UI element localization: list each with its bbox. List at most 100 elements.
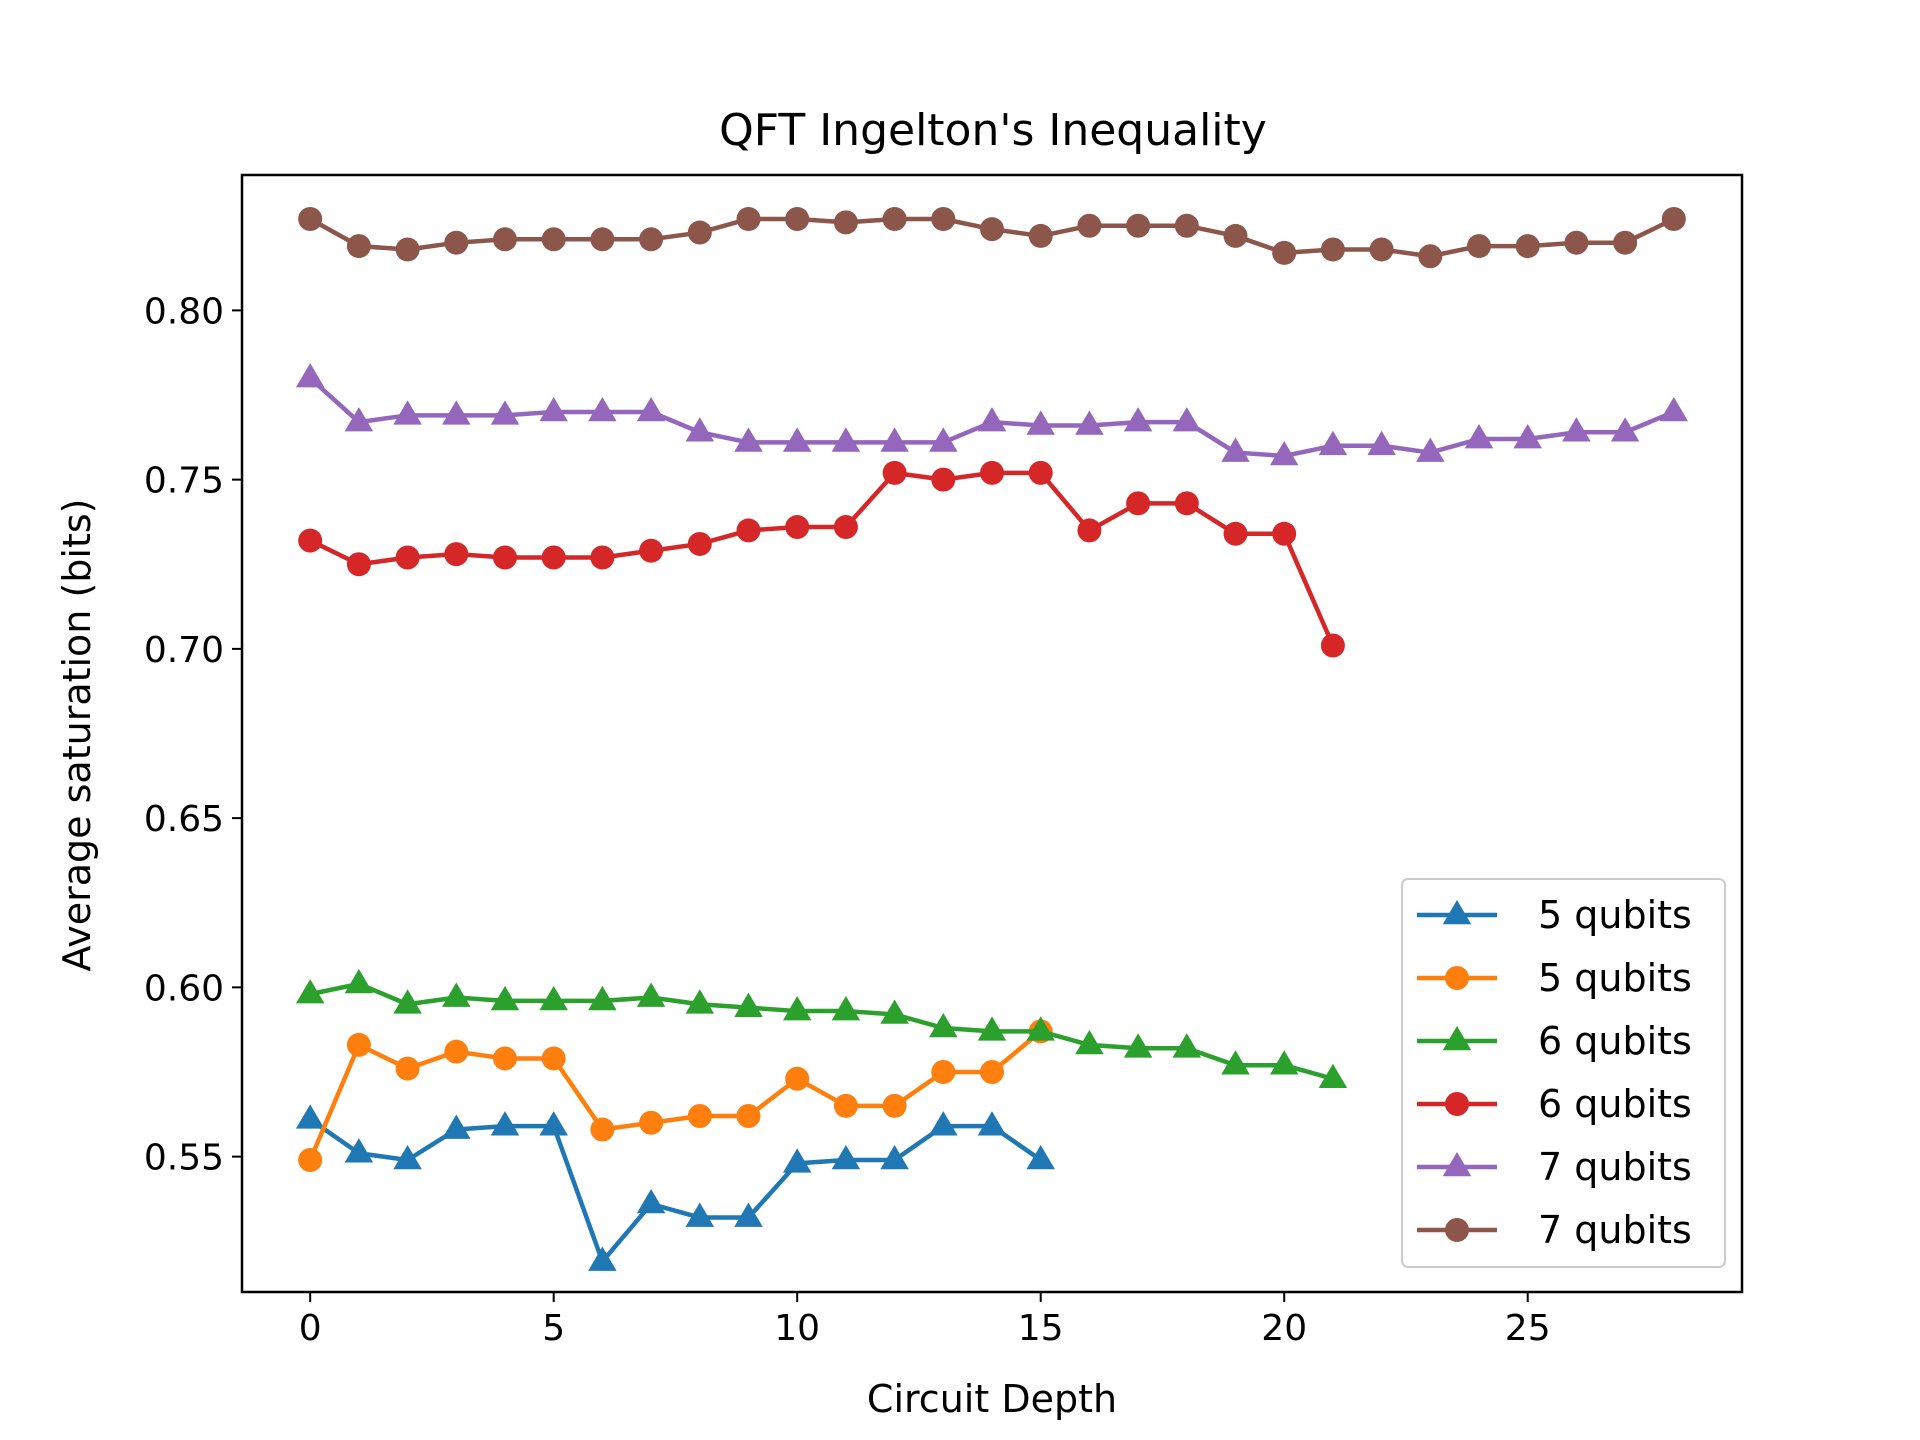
data-point [1272, 521, 1297, 546]
legend-label: 6 qubits [1538, 1082, 1692, 1126]
data-point [977, 1111, 1007, 1136]
data-point [1464, 424, 1494, 449]
data-point [687, 531, 712, 556]
plot-area [295, 207, 1689, 1271]
data-point [1223, 223, 1248, 248]
data-point [539, 1111, 568, 1136]
data-point [444, 1039, 469, 1064]
data-point [1123, 407, 1153, 432]
data-point [882, 207, 907, 232]
x-axis-label: Circuit Depth [867, 1377, 1117, 1421]
data-point [831, 996, 861, 1021]
data-point [1659, 396, 1689, 422]
data-point [882, 1093, 907, 1118]
y-axis: 0.55 0.60 0.65 0.70 0.75 0.80 [144, 291, 242, 1179]
series-5 [295, 363, 1689, 466]
data-point [1320, 237, 1345, 262]
data-point [1320, 633, 1345, 658]
data-point [1077, 213, 1102, 238]
data-point [785, 1066, 810, 1091]
data-point [344, 968, 374, 994]
data-point [1028, 460, 1053, 485]
data-point [395, 545, 420, 570]
data-point [785, 515, 810, 540]
legend-label: 7 qubits [1538, 1208, 1692, 1252]
y-tick-label: 0.75 [144, 461, 224, 502]
data-point [1269, 440, 1299, 466]
legend-marker [1445, 966, 1469, 990]
data-point [1221, 437, 1250, 462]
legend: 5 qubits 5 qubits 6 qubits 6 qubits 7 qubits… [1401, 878, 1726, 1268]
data-point [1123, 1033, 1153, 1058]
data-point [636, 982, 666, 1007]
x-axis: 0 5 10 15 20 25 [299, 1292, 1551, 1349]
x-tick-label: 5 [542, 1308, 565, 1349]
data-point [734, 992, 763, 1017]
data-point [639, 538, 664, 563]
data-point [1028, 223, 1053, 248]
data-point [393, 989, 422, 1014]
legend-entry: 6 qubits [1417, 1082, 1692, 1126]
data-point [980, 1059, 1004, 1084]
legend-label: 6 qubits [1538, 1019, 1692, 1063]
data-point [492, 1046, 517, 1071]
data-point [490, 1111, 520, 1136]
data-point [588, 396, 617, 422]
x-tick-label: 10 [774, 1308, 820, 1349]
data-point [442, 400, 471, 425]
data-point [736, 518, 761, 543]
data-point [1416, 437, 1445, 462]
data-point [782, 427, 812, 452]
legend-marker [1445, 1218, 1469, 1242]
data-point [833, 515, 858, 540]
data-point [880, 427, 909, 452]
data-point [1075, 410, 1104, 435]
data-point [539, 396, 568, 422]
data-point [1318, 430, 1348, 456]
data-point [736, 207, 761, 232]
data-point [444, 542, 469, 567]
data-point [298, 207, 323, 232]
data-point [541, 1046, 566, 1071]
data-point [346, 552, 371, 577]
x-tick-label: 15 [1018, 1308, 1064, 1349]
series-line [309, 981, 1334, 1081]
data-point [393, 400, 422, 425]
data-point [1467, 234, 1492, 259]
x-tick-label: 0 [299, 1308, 322, 1349]
legend-marker [1445, 1092, 1469, 1116]
series-4 [298, 460, 1345, 658]
data-point [687, 1103, 712, 1128]
data-point [1418, 244, 1443, 269]
data-point [590, 227, 615, 252]
data-point [1564, 230, 1589, 255]
data-point [1513, 424, 1542, 449]
data-point [442, 1114, 471, 1139]
y-tick-label: 0.70 [144, 630, 224, 671]
data-point [636, 396, 666, 422]
data-point [295, 363, 325, 388]
data-point [736, 1103, 761, 1128]
legend-entry: 5 qubits [1417, 893, 1692, 937]
data-point [977, 1016, 1007, 1041]
data-point [929, 427, 958, 452]
data-point [734, 427, 763, 452]
data-point [541, 545, 566, 570]
data-point [685, 989, 715, 1014]
data-point [490, 985, 520, 1011]
data-point [1077, 518, 1102, 543]
data-point [931, 1059, 956, 1084]
legend-label: 5 qubits [1538, 893, 1692, 937]
data-point [931, 467, 956, 492]
data-point [980, 217, 1004, 242]
x-tick-label: 25 [1505, 1308, 1551, 1349]
data-point [782, 996, 812, 1021]
data-point [1318, 1063, 1348, 1089]
chart-title: QFT Ingelton's Inequality [719, 105, 1267, 156]
data-point [492, 545, 517, 570]
data-point [344, 1138, 374, 1163]
data-point [442, 982, 471, 1007]
data-point [882, 460, 907, 485]
data-point [346, 1032, 371, 1057]
data-point [1174, 213, 1199, 238]
